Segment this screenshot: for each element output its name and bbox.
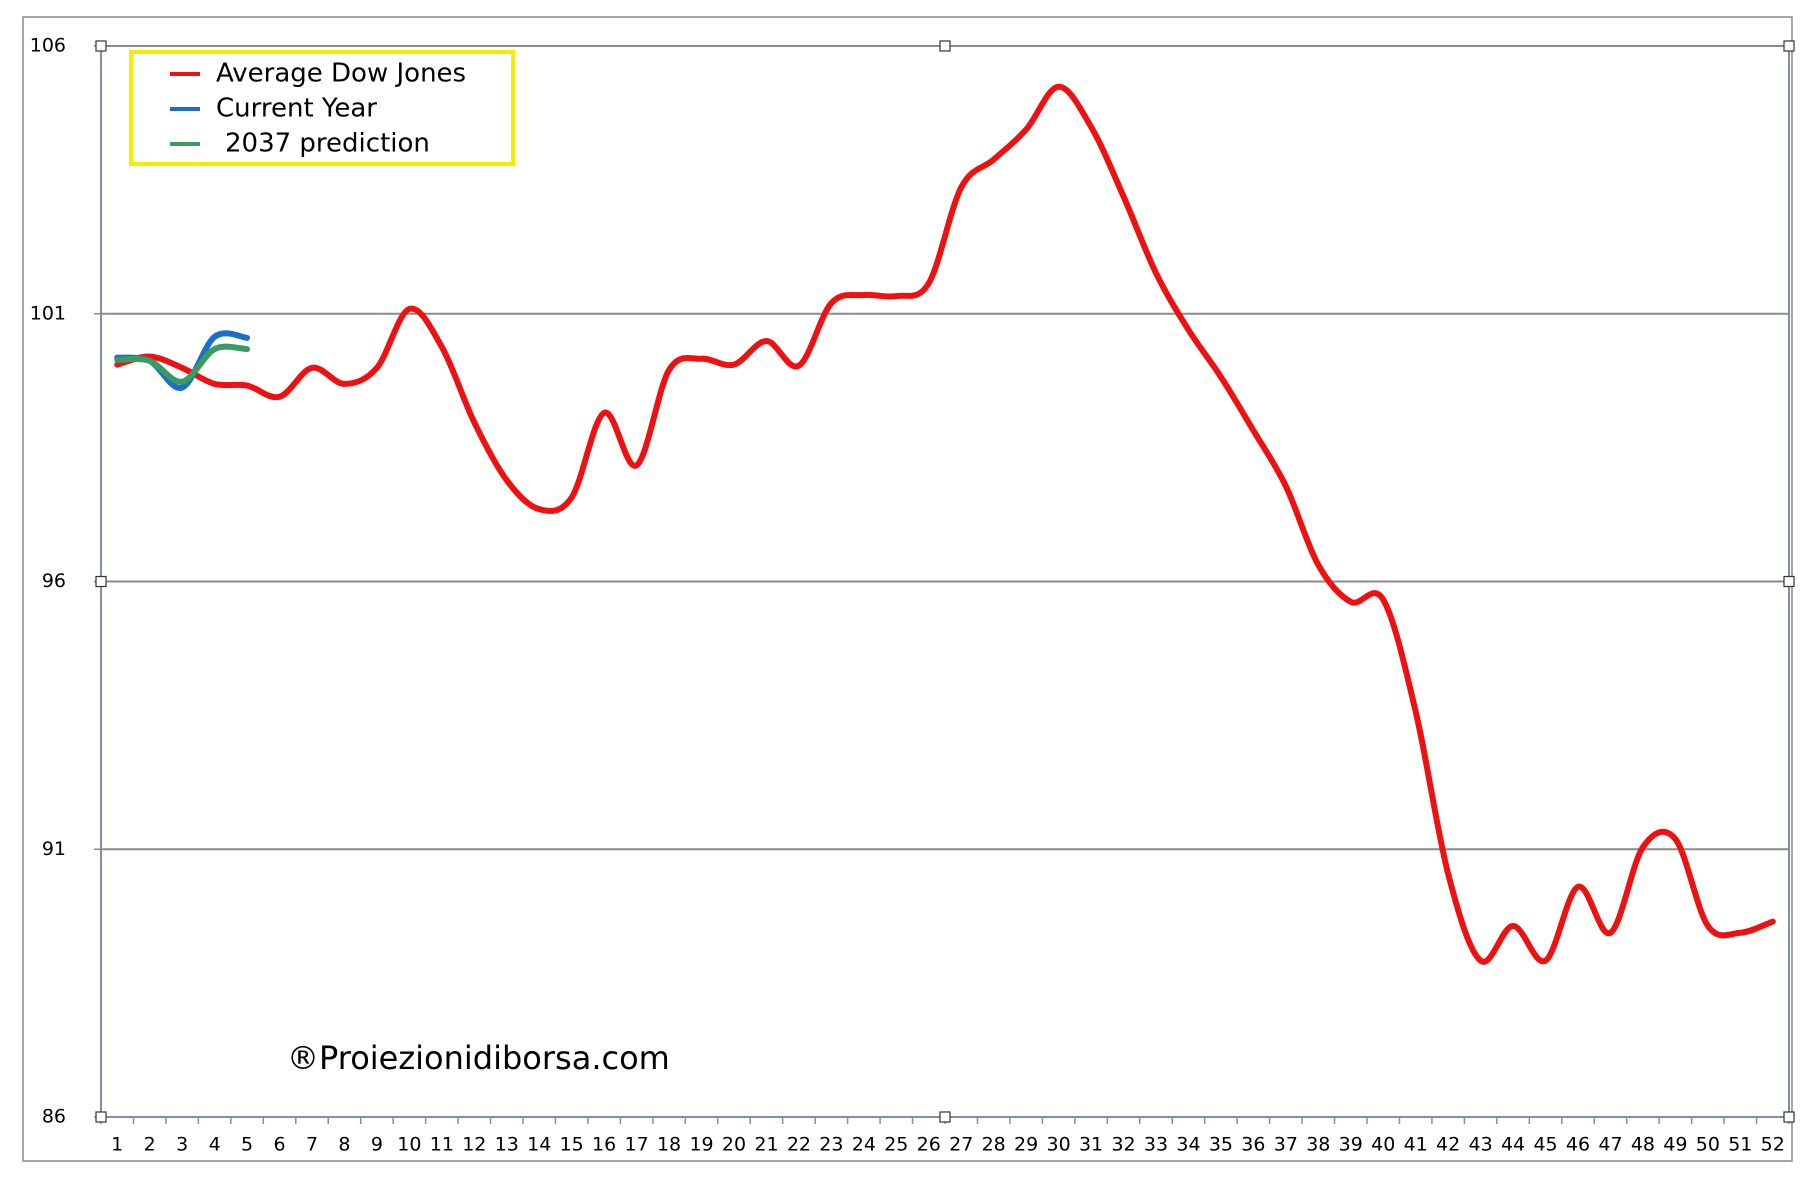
x-tick-label: 40 [1371,1134,1395,1156]
selection-handle [1783,40,1795,52]
x-tick-label: 17 [625,1134,649,1156]
series-line [114,83,1776,965]
x-tick-label: 3 [176,1134,188,1156]
x-tick-label: 41 [1404,1134,1428,1156]
x-tick-label: 49 [1663,1134,1687,1156]
y-tick-label: 106 [30,35,66,57]
x-tick-label: 36 [1241,1134,1265,1156]
x-tick-label: 48 [1631,1134,1655,1156]
y-tick-label: 91 [42,838,66,860]
watermark: ®Proiezionidiborsa.com [287,1039,670,1077]
x-tick-label: 20 [722,1134,746,1156]
legend-label: Average Dow Jones [216,59,466,89]
x-tick-label: 15 [560,1134,584,1156]
x-tick-label: 33 [1144,1134,1168,1156]
legend-label: 2037 prediction [225,129,430,159]
x-tick-label: 27 [949,1134,973,1156]
y-tick-label: 96 [42,570,66,592]
x-tick-label: 23 [819,1134,843,1156]
x-tick-label: 28 [982,1134,1006,1156]
x-tick-label: 4 [209,1134,221,1156]
x-tick-label: 10 [397,1134,421,1156]
x-tick-label: 51 [1728,1134,1752,1156]
x-tick-label: 45 [1533,1134,1557,1156]
x-tick-label: 26 [917,1134,941,1156]
x-tick-label: 30 [1047,1134,1071,1156]
x-tick-label: 34 [1176,1134,1200,1156]
x-tick-label: 31 [1079,1134,1103,1156]
x-tick-label: 9 [371,1134,383,1156]
x-tick-label: 6 [273,1134,285,1156]
x-tick-label: 47 [1598,1134,1622,1156]
x-tick-label: 25 [884,1134,908,1156]
x-tick-label: 46 [1566,1134,1590,1156]
selection-handle [1783,1111,1795,1123]
legend-label: Current Year [216,94,377,124]
chart-frame [22,16,1793,1162]
x-tick-label: 5 [241,1134,253,1156]
selection-handle [939,40,951,52]
selection-handle [1783,575,1795,588]
x-tick-label: 11 [430,1134,454,1156]
x-tick-label: 21 [754,1134,778,1156]
x-tick-label: 39 [1339,1134,1363,1156]
selection-handle [939,1111,951,1123]
series-line [114,343,251,385]
selection-handle [95,575,107,588]
y-tick-label: 101 [30,302,66,324]
x-tick-label: 42 [1436,1134,1460,1156]
x-tick-label: 52 [1761,1134,1785,1156]
x-tick-label: 50 [1696,1134,1720,1156]
x-tick-label: 19 [689,1134,713,1156]
x-tick-label: 32 [1111,1134,1135,1156]
x-tick-label: 37 [1274,1134,1298,1156]
x-tick-label: 7 [306,1134,318,1156]
x-tick-label: 1 [111,1134,123,1156]
x-tick-label: 12 [462,1134,486,1156]
x-tick-label: 43 [1469,1134,1493,1156]
x-tick-label: 16 [592,1134,616,1156]
x-tick-label: 44 [1501,1134,1525,1156]
x-tick-label: 29 [1014,1134,1038,1156]
selection-handle [95,40,107,52]
x-tick-label: 2 [144,1134,156,1156]
x-tick-label: 35 [1209,1134,1233,1156]
y-tick-label: 86 [42,1106,66,1128]
x-tick-label: 22 [787,1134,811,1156]
x-tick-label: 8 [338,1134,350,1156]
x-tick-label: 18 [657,1134,681,1156]
x-tick-label: 38 [1306,1134,1330,1156]
x-tick-label: 13 [495,1134,519,1156]
selection-handle [95,1111,107,1123]
x-tick-label: 24 [852,1134,876,1156]
x-tick-label: 14 [527,1134,551,1156]
